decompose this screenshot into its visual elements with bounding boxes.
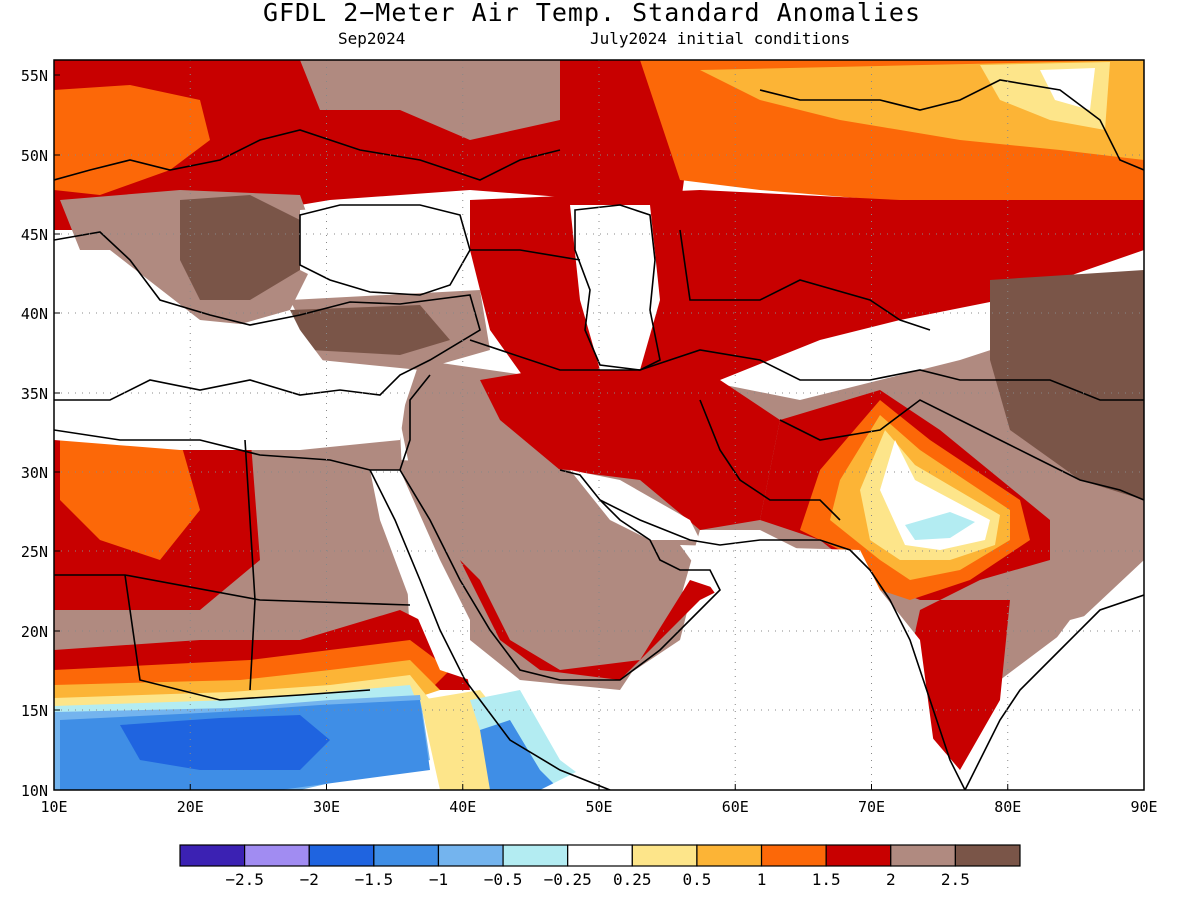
colorbar-label: −1.5 xyxy=(355,870,394,889)
forecast-month-label: Sep2024 xyxy=(338,29,406,48)
lat-tick-label: 20N xyxy=(21,623,48,641)
colorbar-swatch xyxy=(631,844,698,867)
region-siberia-white xyxy=(1040,68,1095,110)
colorbar-label: −0.25 xyxy=(544,870,592,889)
region-ethiopia-blue xyxy=(480,720,560,790)
colorbar-swatch xyxy=(502,844,569,867)
region-mideast-red xyxy=(480,360,780,530)
colorbar-labels: −2.5 −2 −1.5 −1 −0.5 −0.25 0.25 0.5 1 1.… xyxy=(225,870,969,889)
colorbar-label: −2 xyxy=(300,870,319,889)
region-arabia-brown xyxy=(400,460,690,680)
colorbar-label: −0.5 xyxy=(484,870,523,889)
lat-tick-label: 40N xyxy=(21,305,48,323)
colorbar-swatch xyxy=(890,844,956,867)
lon-tick-label: 40E xyxy=(449,798,476,816)
colorbar-label: 2 xyxy=(886,870,896,889)
region-turkey-dark xyxy=(290,305,450,355)
coastlines xyxy=(54,79,1144,790)
colorbar-label: −2.5 xyxy=(225,870,264,889)
colorbar-swatch xyxy=(179,844,246,867)
lat-tick-label: 50N xyxy=(21,147,48,165)
colorbar-swatch xyxy=(567,844,633,867)
sea-red xyxy=(370,470,470,680)
colorbar-swatch xyxy=(437,844,504,867)
colorbar-swatch xyxy=(825,844,892,867)
grid-lines xyxy=(54,60,1144,790)
lon-tick-label: 80E xyxy=(994,798,1021,816)
colorbar-label: −1 xyxy=(429,870,448,889)
region-europe-orange xyxy=(54,85,210,195)
lat-tick-label: 55N xyxy=(21,67,48,85)
initial-conditions-label: July2024 initial conditions xyxy=(590,29,851,48)
colorbar-swatch xyxy=(696,844,763,867)
colorbar-swatch xyxy=(373,844,440,867)
colorbar-swatch xyxy=(954,844,1021,867)
colorbar xyxy=(179,844,1021,867)
lat-tick-label: 10N xyxy=(21,782,48,800)
sea-bay-bengal xyxy=(1000,600,1144,790)
axis-tick-marks xyxy=(54,74,1009,790)
lat-tick-label: 25N xyxy=(21,543,48,561)
anomaly-field xyxy=(54,60,1144,790)
region-sahel-darkblue xyxy=(120,715,330,770)
colorbar-label: 2.5 xyxy=(941,870,970,889)
sea-gulf xyxy=(570,470,700,540)
lon-tick-label: 20E xyxy=(177,798,204,816)
lon-tick-label: 60E xyxy=(722,798,749,816)
lat-tick-label: 15N xyxy=(21,702,48,720)
sea-black xyxy=(300,200,470,290)
region-arabia-red xyxy=(460,560,720,680)
colorbar-swatch xyxy=(244,844,310,867)
lon-tick-label: 50E xyxy=(585,798,612,816)
region-tibet-dark xyxy=(990,270,1144,500)
region-balkans-dark xyxy=(180,195,300,300)
lat-tick-labels: 55N 50N 45N 40N 35N 30N 25N 20N 15N 10N xyxy=(21,67,48,800)
region-india-lightblue xyxy=(905,512,975,540)
lon-tick-label: 10E xyxy=(40,798,67,816)
region-africa-orange xyxy=(60,440,200,560)
colorbar-label: 0.5 xyxy=(682,870,711,889)
lon-tick-labels: 10E 20E 30E 40E 50E 60E 70E 80E 90E xyxy=(40,798,1157,816)
lon-tick-label: 70E xyxy=(858,798,885,816)
colorbar-swatch xyxy=(308,844,375,867)
colorbar-label: 0.25 xyxy=(613,870,652,889)
sea-arabian xyxy=(540,545,940,790)
colorbar-swatch xyxy=(760,844,827,867)
sea-mediterranean xyxy=(54,250,410,450)
lat-tick-label: 45N xyxy=(21,226,48,244)
chart-title: GFDL 2−Meter Air Temp. Standard Anomalie… xyxy=(262,0,922,27)
lon-tick-label: 30E xyxy=(313,798,340,816)
colorbar-label: 1 xyxy=(757,870,767,889)
colorbar-label: 1.5 xyxy=(812,870,841,889)
lat-tick-label: 30N xyxy=(21,464,48,482)
lon-tick-label: 90E xyxy=(1130,798,1157,816)
region-europe-brown xyxy=(300,60,560,140)
sea-caspian xyxy=(570,205,660,370)
lat-tick-label: 35N xyxy=(21,385,48,403)
